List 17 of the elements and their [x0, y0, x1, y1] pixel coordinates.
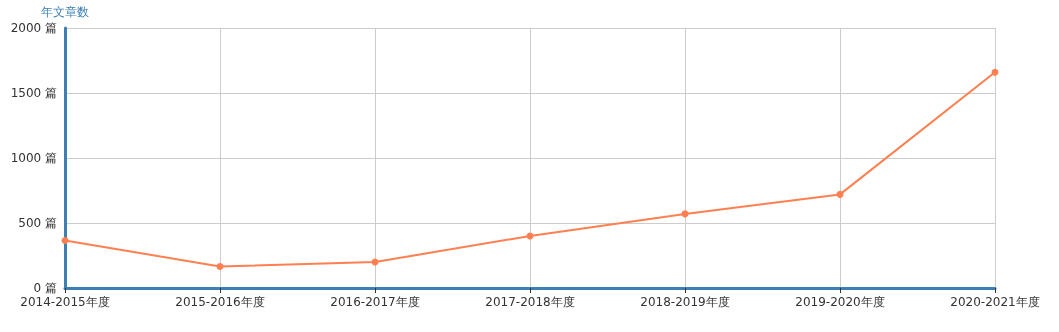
x-tick-label: 2014-2015年度 [20, 295, 110, 309]
x-tick-label: 2015-2016年度 [175, 295, 265, 309]
y-tick-label: 500 篇 [18, 216, 57, 230]
y-tick-label: 2000 篇 [10, 21, 57, 35]
point [991, 68, 999, 76]
x-tick-label: 2018-2019年度 [640, 295, 730, 309]
point [836, 190, 844, 198]
point [61, 237, 69, 245]
y-tick-label: 1000 篇 [10, 151, 57, 165]
y-tick-label: 1500 篇 [10, 86, 57, 100]
x-tick-label: 2020-2021年度 [950, 295, 1040, 309]
x-tick-label: 2019-2020年度 [795, 295, 885, 309]
y-axis-title: 年文章数 [41, 5, 89, 19]
y-tick-label: 0 篇 [33, 281, 57, 295]
x-tick-label: 2017-2018年度 [485, 295, 575, 309]
point [216, 262, 224, 270]
x-tick-label: 2016-2017年度 [330, 295, 420, 309]
